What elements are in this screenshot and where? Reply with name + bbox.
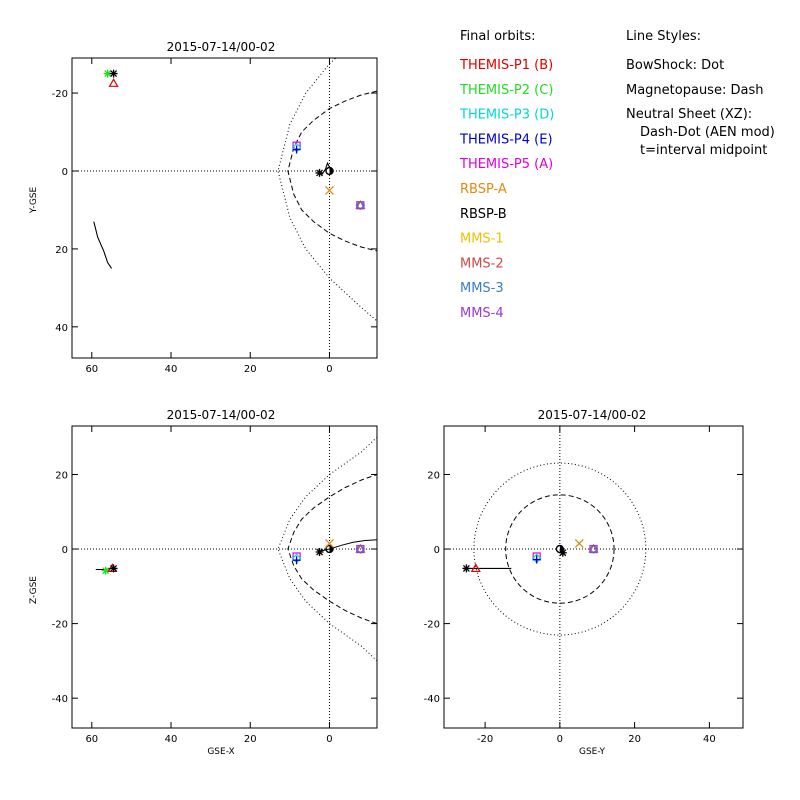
legend-entry-rbsp-a: RBSP-A: [460, 182, 507, 197]
y-tick-label: 20: [427, 470, 440, 481]
legend-orbits-list: THEMIS-P1 (B) THEMIS-P2 (C) THEMIS-P3 (D) T…: [459, 58, 554, 321]
marker-themis-p1-triangle: [470, 563, 481, 573]
orbit-track-themis-p2: [93, 221, 113, 269]
x-tick-label: 0: [326, 364, 332, 375]
marker-mms-4-square: [356, 544, 365, 554]
marker-themis-p2-asterisk: [101, 566, 110, 575]
x-tick-label: 40: [703, 734, 716, 745]
legend-style-magnetopause: Magnetopause: Dash: [626, 83, 763, 98]
y-tick-label: 0: [434, 545, 440, 556]
legend: Final orbits: THEMIS-P1 (B) THEMIS-P2 (C)…: [459, 29, 775, 321]
x-tick-label: 60: [85, 364, 98, 375]
y-tick-label: 0: [62, 545, 68, 556]
bow-shock-circle: [473, 462, 647, 636]
y-tick-label: 20: [55, 470, 68, 481]
marker-rbsp-b-asterisk: [558, 548, 567, 557]
legend-entry-rbsp-b: RBSP-B: [460, 207, 507, 222]
magnetopause-curve: [287, 474, 377, 625]
xz-panel-xlabel: GSE-X: [207, 747, 234, 757]
legend-entry-themis-p4: THEMIS-P4 (E): [459, 132, 553, 147]
marker-themis-p1-triangle: [108, 78, 119, 87]
marker-rbsp-b-asterisk: [315, 548, 324, 557]
x-tick-label: 60: [85, 734, 98, 745]
y-tick-label: -20: [52, 620, 68, 631]
y-tick-label: -20: [424, 620, 440, 631]
marker-themis-p2-asterisk: [103, 69, 112, 78]
x-tick-label: 0: [557, 734, 563, 745]
legend-entry-themis-p1: THEMIS-P1 (B): [459, 58, 553, 73]
marker-rbsp-b-circle: [325, 544, 334, 554]
legend-style-neutral-sheet: Neutral Sheet (XZ):: [626, 107, 752, 122]
plot-frame: [71, 57, 378, 359]
legend-styles-heading: Line Styles:: [626, 29, 701, 44]
orbit-track-rbsp-b: [321, 161, 330, 176]
y-tick-label: 0: [62, 167, 68, 178]
marker-rbsp-a-cross: [325, 186, 334, 195]
legend-style-bowshock: BowShock: Dot: [626, 58, 724, 73]
marker-rbsp-a-cross: [574, 538, 584, 548]
legend-style-midpoint: t=interval midpoint: [640, 143, 767, 158]
magnetopause-circle: [505, 494, 615, 604]
x-tick-label: 40: [165, 734, 178, 745]
yz-panel-title: 2015-07-14/00-02: [538, 408, 647, 422]
plot-area: [72, 58, 377, 358]
y-tick-label: 20: [55, 245, 68, 256]
legend-entry-mms-1: MMS-1: [460, 232, 504, 247]
x-tick-label: 40: [165, 364, 178, 375]
xy-panel-ylabel: Y-GSE: [29, 187, 39, 215]
xy-panel-title: 2015-07-14/00-02: [167, 40, 276, 54]
marker-themis-p4-plus: [292, 556, 301, 565]
legend-entry-themis-p5: THEMIS-P5 (A): [459, 157, 553, 172]
magnetopause-curve: [287, 90, 377, 252]
xz-panel-title: 2015-07-14/00-02: [167, 408, 276, 422]
marker-themis-p4-plus: [292, 145, 301, 154]
y-tick-label: -20: [52, 89, 68, 100]
yz-plane-panel: 2015-07-14/00-02 GSE-Y -20 0 20 40 20 0 -20 -40: [424, 408, 744, 757]
marker-rbsp-b-asterisk: [315, 168, 324, 177]
marker-mms-4-square: [589, 544, 598, 554]
x-tick-label: 20: [628, 734, 641, 745]
x-tick-label: 20: [244, 364, 257, 375]
marker-rbsp-b-asterisk: [109, 564, 118, 573]
marker-rbsp-b-circle: [325, 166, 334, 176]
y-tick-label: 40: [55, 323, 68, 334]
marker-rbsp-b-asterisk: [109, 69, 118, 78]
plot-area: [72, 426, 377, 728]
xz-plane-panel: 2015-07-14/00-02 Z-GSE GSE-X 60 40 20 0 20 0 -…: [29, 408, 378, 757]
legend-entry-mms-3: MMS-3: [460, 281, 504, 296]
plot-frame: [71, 425, 378, 729]
y-tick-label: -40: [52, 694, 68, 705]
plot-area: [444, 426, 743, 728]
marker-themis-p4-plus: [532, 555, 541, 564]
xz-panel-ylabel: Z-GSE: [29, 576, 39, 604]
neutral-sheet-curve: [329, 539, 377, 550]
legend-entry-mms-4: MMS-4: [460, 306, 504, 321]
yz-panel-xlabel: GSE-Y: [579, 747, 606, 757]
legend-orbits-heading: Final orbits:: [460, 29, 536, 44]
legend-entry-mms-2: MMS-2: [460, 256, 504, 271]
marker-rbsp-a-cross: [325, 538, 334, 548]
legend-entry-themis-p3: THEMIS-P3 (D): [459, 108, 554, 123]
plot-frame: [443, 425, 744, 729]
marker-mms-4-square: [356, 201, 365, 210]
xy-plane-panel: 2015-07-14/00-02 Y-GSE 60 40 20 0 -20 0 20 40: [29, 40, 378, 375]
marker-rbsp-b-asterisk: [462, 564, 471, 573]
legend-style-dash-dot: Dash-Dot (AEN mod): [640, 125, 775, 140]
x-tick-label: 0: [326, 734, 332, 745]
y-tick-label: -40: [424, 694, 440, 705]
x-tick-label: 20: [244, 734, 257, 745]
legend-entry-themis-p2: THEMIS-P2 (C): [459, 83, 553, 98]
x-tick-label: -20: [477, 734, 493, 745]
